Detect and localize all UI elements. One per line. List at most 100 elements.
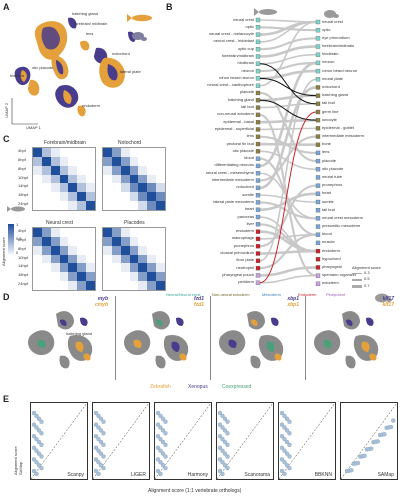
sankey-left-label: heart [244, 206, 254, 212]
heatmap-cell [68, 201, 78, 210]
heatmap-cell [147, 157, 156, 166]
scatter-point [279, 445, 285, 450]
scatter-point [34, 471, 39, 477]
heatmap-cell [138, 192, 148, 202]
heatmap-cell [156, 281, 165, 290]
heatmap-cell [33, 236, 42, 246]
sankey-left-label: pectoral fin bud [226, 140, 254, 146]
heatmap-row-label: 24hpf [18, 281, 29, 287]
scatter-point [93, 445, 99, 450]
sankey-left-node [255, 61, 261, 66]
scatter-point [287, 419, 292, 424]
sankey-right-label: hatching gland [322, 92, 349, 98]
sankey-left-label: notochord [236, 184, 254, 190]
sankey-left-label: neural crest - xanthophore [207, 82, 254, 88]
heatmap-row-label: 10hpf [18, 174, 29, 180]
heatmap-cell [68, 183, 78, 193]
scatter-point [287, 431, 292, 436]
sankey-right-node [315, 224, 321, 229]
heatmap-cell [33, 228, 42, 237]
sankey-right-label: neural crest [322, 18, 343, 24]
heatmap-cell [103, 156, 112, 166]
heatmap-neural-crest [32, 227, 96, 291]
scatter-point [362, 453, 367, 458]
scatter-point [279, 468, 285, 474]
panel-e-ylabel: Alignment score SAMap [13, 446, 23, 475]
heatmap-cell [129, 165, 139, 175]
sankey-left-node [255, 149, 261, 154]
heatmap-cell [138, 245, 148, 255]
sankey-right-node [315, 248, 321, 254]
sankey-left-node [255, 32, 261, 37]
heatmap-cell [156, 192, 165, 202]
heatmap-cell [50, 228, 60, 237]
heatmap-cell [112, 192, 121, 201]
scatter-point [220, 425, 225, 430]
frog-icon [132, 32, 147, 41]
sankey-left-label: neural crest - iridoblast [213, 38, 254, 44]
sankey-left-node [255, 244, 261, 249]
heatmap-cell [147, 228, 156, 237]
heatmap-cell [129, 192, 139, 202]
heatmap-cell [156, 183, 165, 193]
heatmap-cell [103, 165, 112, 175]
heatmap-cell [86, 263, 95, 273]
heatmap-cell [120, 236, 130, 246]
heatmap-cell [138, 281, 148, 290]
scatter-point [217, 445, 223, 450]
scatter-point [93, 410, 99, 416]
scatter-point [155, 468, 161, 474]
heatmap-cell [103, 201, 112, 210]
scatter-point [39, 454, 44, 459]
scatter-point [217, 410, 223, 416]
scatter-point [160, 463, 166, 468]
sankey-left-label: non-neural ectoderm [217, 111, 254, 117]
heatmap-cell [50, 245, 60, 255]
heatmap-row-label: 14hpf [18, 183, 29, 189]
sankey-right-node [315, 158, 321, 164]
legend-coexpressed: Coexpressed [222, 384, 252, 390]
heatmap-cell [77, 254, 87, 264]
scatter-point [155, 434, 161, 439]
scatter-point [225, 442, 230, 448]
sankey-left-node [255, 163, 261, 169]
sankey-left-node [255, 120, 261, 125]
heatmap-cell [147, 263, 157, 273]
heatmap-cell [86, 272, 95, 282]
heatmap-cell [50, 148, 60, 157]
scatter-point [284, 416, 290, 421]
scatter-point [222, 416, 228, 421]
sankey-link [259, 53, 317, 65]
umap-ylabel: UMAP 2 [4, 102, 10, 118]
sankey-right-node [315, 240, 321, 246]
scatter-point [225, 419, 230, 424]
scatter-point [93, 434, 99, 439]
sankey-right-label: ectoderm [322, 280, 339, 286]
scatter-point [39, 419, 44, 424]
heatmap-row-label: 18hpf [18, 192, 29, 198]
sankey-left-node [255, 200, 261, 205]
scatter-point [160, 416, 166, 421]
sankey-link [259, 77, 317, 97]
sankey-left-label: neural crest - mesenchyme [205, 169, 254, 175]
sankey-left-node [255, 83, 261, 88]
heatmap-cell [120, 174, 130, 184]
sankey-left-label: floor plate [236, 257, 254, 263]
sankey-right-label: rohon beard neuron [322, 67, 358, 73]
sankey-right-label: intermediate mesoderm [322, 133, 365, 139]
sankey-link [259, 61, 317, 73]
heatmap-cell [59, 245, 69, 255]
heatmap-cell [33, 183, 42, 192]
heatmap-cell [86, 192, 95, 202]
scatter-point [34, 436, 39, 442]
sankey-left-node [255, 141, 261, 147]
scatter-point [98, 416, 104, 421]
heatmap-cell [103, 255, 112, 264]
heatmap-cell [147, 254, 157, 264]
panel-b-label: B [166, 2, 173, 12]
gene-umap-panel: myb cmyb [20, 296, 112, 380]
method-label: LIGER [130, 472, 146, 478]
heatmap-notochord [102, 147, 166, 211]
heatmap-title-0: Forebrain/midbrain [44, 140, 86, 146]
scatter-point [217, 434, 223, 439]
